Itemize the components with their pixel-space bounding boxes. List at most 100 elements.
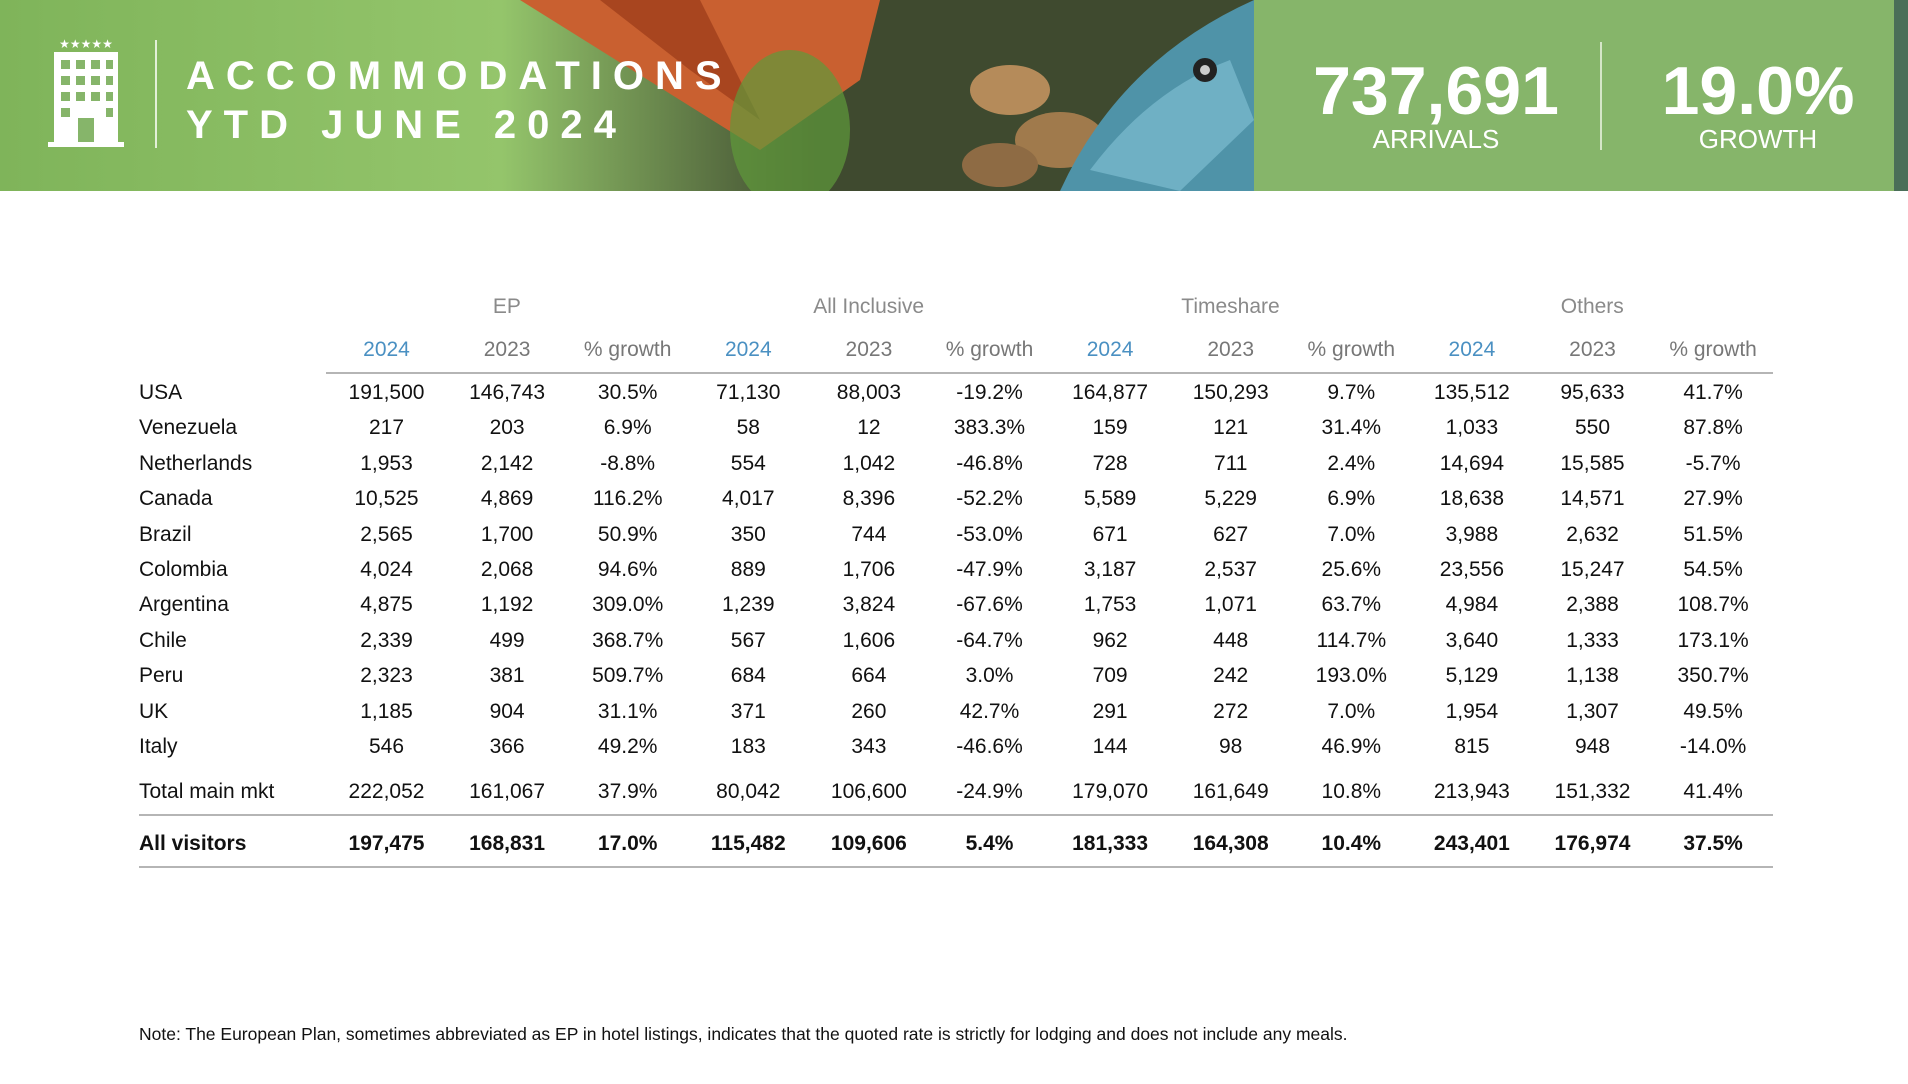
row-cell: 350 — [730, 522, 766, 546]
column-header: 2023 — [845, 338, 893, 361]
row-cell: -64.7% — [956, 628, 1023, 652]
row-cell: 87.8% — [1683, 416, 1743, 440]
all-visitors-row-cell: 109,606 — [830, 832, 907, 855]
row-cell: 14,694 — [1439, 451, 1504, 475]
row-cell: 1,239 — [722, 593, 775, 617]
row-cell: 50.9% — [597, 522, 658, 546]
row-label: Canada — [139, 487, 213, 511]
row-cell: 2,537 — [1204, 558, 1257, 581]
row-cell: 4,017 — [722, 487, 775, 511]
row-cell: -14.0% — [1679, 735, 1747, 758]
row-cell: 309.0% — [592, 593, 664, 617]
row-label: Colombia — [139, 558, 228, 581]
row-cell: 366 — [489, 735, 525, 758]
row-label: Argentina — [139, 593, 229, 617]
group-header: Timeshare — [1181, 295, 1280, 318]
row-cell: 711 — [1213, 451, 1248, 475]
row-cell: 41.7% — [1683, 381, 1743, 404]
row-cell: 1,192 — [480, 593, 534, 617]
row-cell: 889 — [730, 558, 766, 581]
row-cell: 4,984 — [1445, 593, 1499, 617]
row-cell: 242 — [1213, 664, 1249, 688]
row-cell: 1,753 — [1083, 593, 1137, 617]
kpi-value: 737,691 — [1313, 53, 1559, 129]
row-label: UK — [139, 699, 169, 723]
row-cell: 3,824 — [842, 593, 896, 617]
row-cell: 135,512 — [1433, 381, 1510, 404]
row-cell: 63.7% — [1321, 593, 1382, 617]
row-cell: 30.5% — [597, 381, 658, 404]
row-label: Brazil — [139, 522, 192, 546]
row-cell: 51.5% — [1683, 522, 1743, 546]
row-cell: -8.8% — [600, 451, 656, 475]
row-cell: 2,339 — [360, 628, 413, 652]
row-cell: 671 — [1092, 522, 1128, 546]
row-label: USA — [139, 381, 183, 404]
total-row-cell: 41.4% — [1683, 780, 1743, 803]
row-cell: 23,556 — [1439, 558, 1504, 581]
total-row-label: Total main mkt — [139, 780, 275, 803]
row-cell: 2,388 — [1566, 593, 1619, 617]
row-cell: 159 — [1092, 416, 1128, 440]
total-row-cell: 80,042 — [716, 780, 781, 803]
row-cell: 95,633 — [1560, 381, 1625, 404]
group-header: EP — [492, 295, 521, 318]
row-cell: 150,293 — [1192, 381, 1269, 404]
row-cell: 291 — [1092, 699, 1128, 723]
row-cell: 146,743 — [469, 381, 546, 404]
all-visitors-row-cell: 115,482 — [710, 832, 786, 855]
row-cell: 1,954 — [1445, 699, 1499, 723]
row-cell: 8,396 — [842, 487, 896, 511]
row-cell: -46.8% — [956, 451, 1023, 475]
row-cell: 550 — [1574, 416, 1611, 440]
row-cell: 4,875 — [360, 593, 413, 617]
all-visitors-row-cell: 37.5% — [1683, 832, 1743, 855]
total-row-cell: 222,052 — [348, 780, 425, 803]
row-cell: 2,632 — [1566, 522, 1619, 546]
all-visitors-row-label: All visitors — [139, 832, 247, 855]
header: ★★★★★ ACCOMMODATIONS YTD JUNE 2024 737,6… — [0, 0, 1908, 191]
row-cell: 567 — [730, 628, 766, 652]
row-cell: 116.2% — [592, 487, 663, 511]
row-cell: 948 — [1574, 735, 1611, 758]
row-cell: 1,033 — [1445, 416, 1499, 440]
row-cell: 509.7% — [592, 664, 664, 688]
column-header: 2023 — [483, 338, 531, 361]
row-cell: 744 — [851, 522, 887, 546]
row-label: Chile — [139, 628, 187, 652]
total-row-cell: 213,943 — [1433, 780, 1510, 803]
row-cell: -53.0% — [956, 522, 1023, 546]
all-visitors-row-cell: 243,401 — [1433, 832, 1510, 855]
row-cell: 12 — [857, 416, 881, 440]
row-cell: 684 — [730, 664, 766, 688]
row-cell: 3,640 — [1445, 628, 1499, 652]
row-cell: 554 — [730, 451, 766, 475]
row-cell: 1,333 — [1566, 628, 1619, 652]
row-cell: 1,953 — [360, 451, 413, 475]
row-cell: 191,500 — [348, 381, 425, 404]
row-cell: 1,700 — [480, 522, 534, 546]
row-cell: 381 — [489, 664, 525, 688]
total-rule — [139, 814, 1774, 816]
column-header: 2023 — [1569, 338, 1616, 361]
row-label: Peru — [139, 664, 184, 688]
row-cell: 2.4% — [1327, 451, 1376, 475]
all-visitors-row-cell: 10.4% — [1321, 832, 1382, 855]
row-cell: 31.1% — [597, 699, 658, 723]
row-cell: 15,585 — [1560, 451, 1625, 475]
row-cell: 193.0% — [1315, 664, 1387, 688]
row-cell: 203 — [489, 416, 525, 440]
row-label: Venezuela — [139, 416, 238, 440]
row-cell: 1,606 — [842, 628, 896, 652]
row-cell: 368.7% — [592, 628, 664, 652]
all-visitors-row-cell: 164,308 — [1192, 832, 1269, 855]
column-header: 2024 — [1448, 338, 1496, 361]
header-background: ★★★★★ — [0, 0, 1908, 191]
column-header: 2024 — [724, 338, 772, 361]
row-cell: 260 — [851, 699, 887, 723]
group-header: All Inclusive — [813, 295, 925, 318]
row-cell: 272 — [1213, 699, 1249, 723]
all-visitors-row-cell: 176,974 — [1554, 832, 1631, 855]
kpi-label: ARRIVALS — [1372, 124, 1500, 154]
